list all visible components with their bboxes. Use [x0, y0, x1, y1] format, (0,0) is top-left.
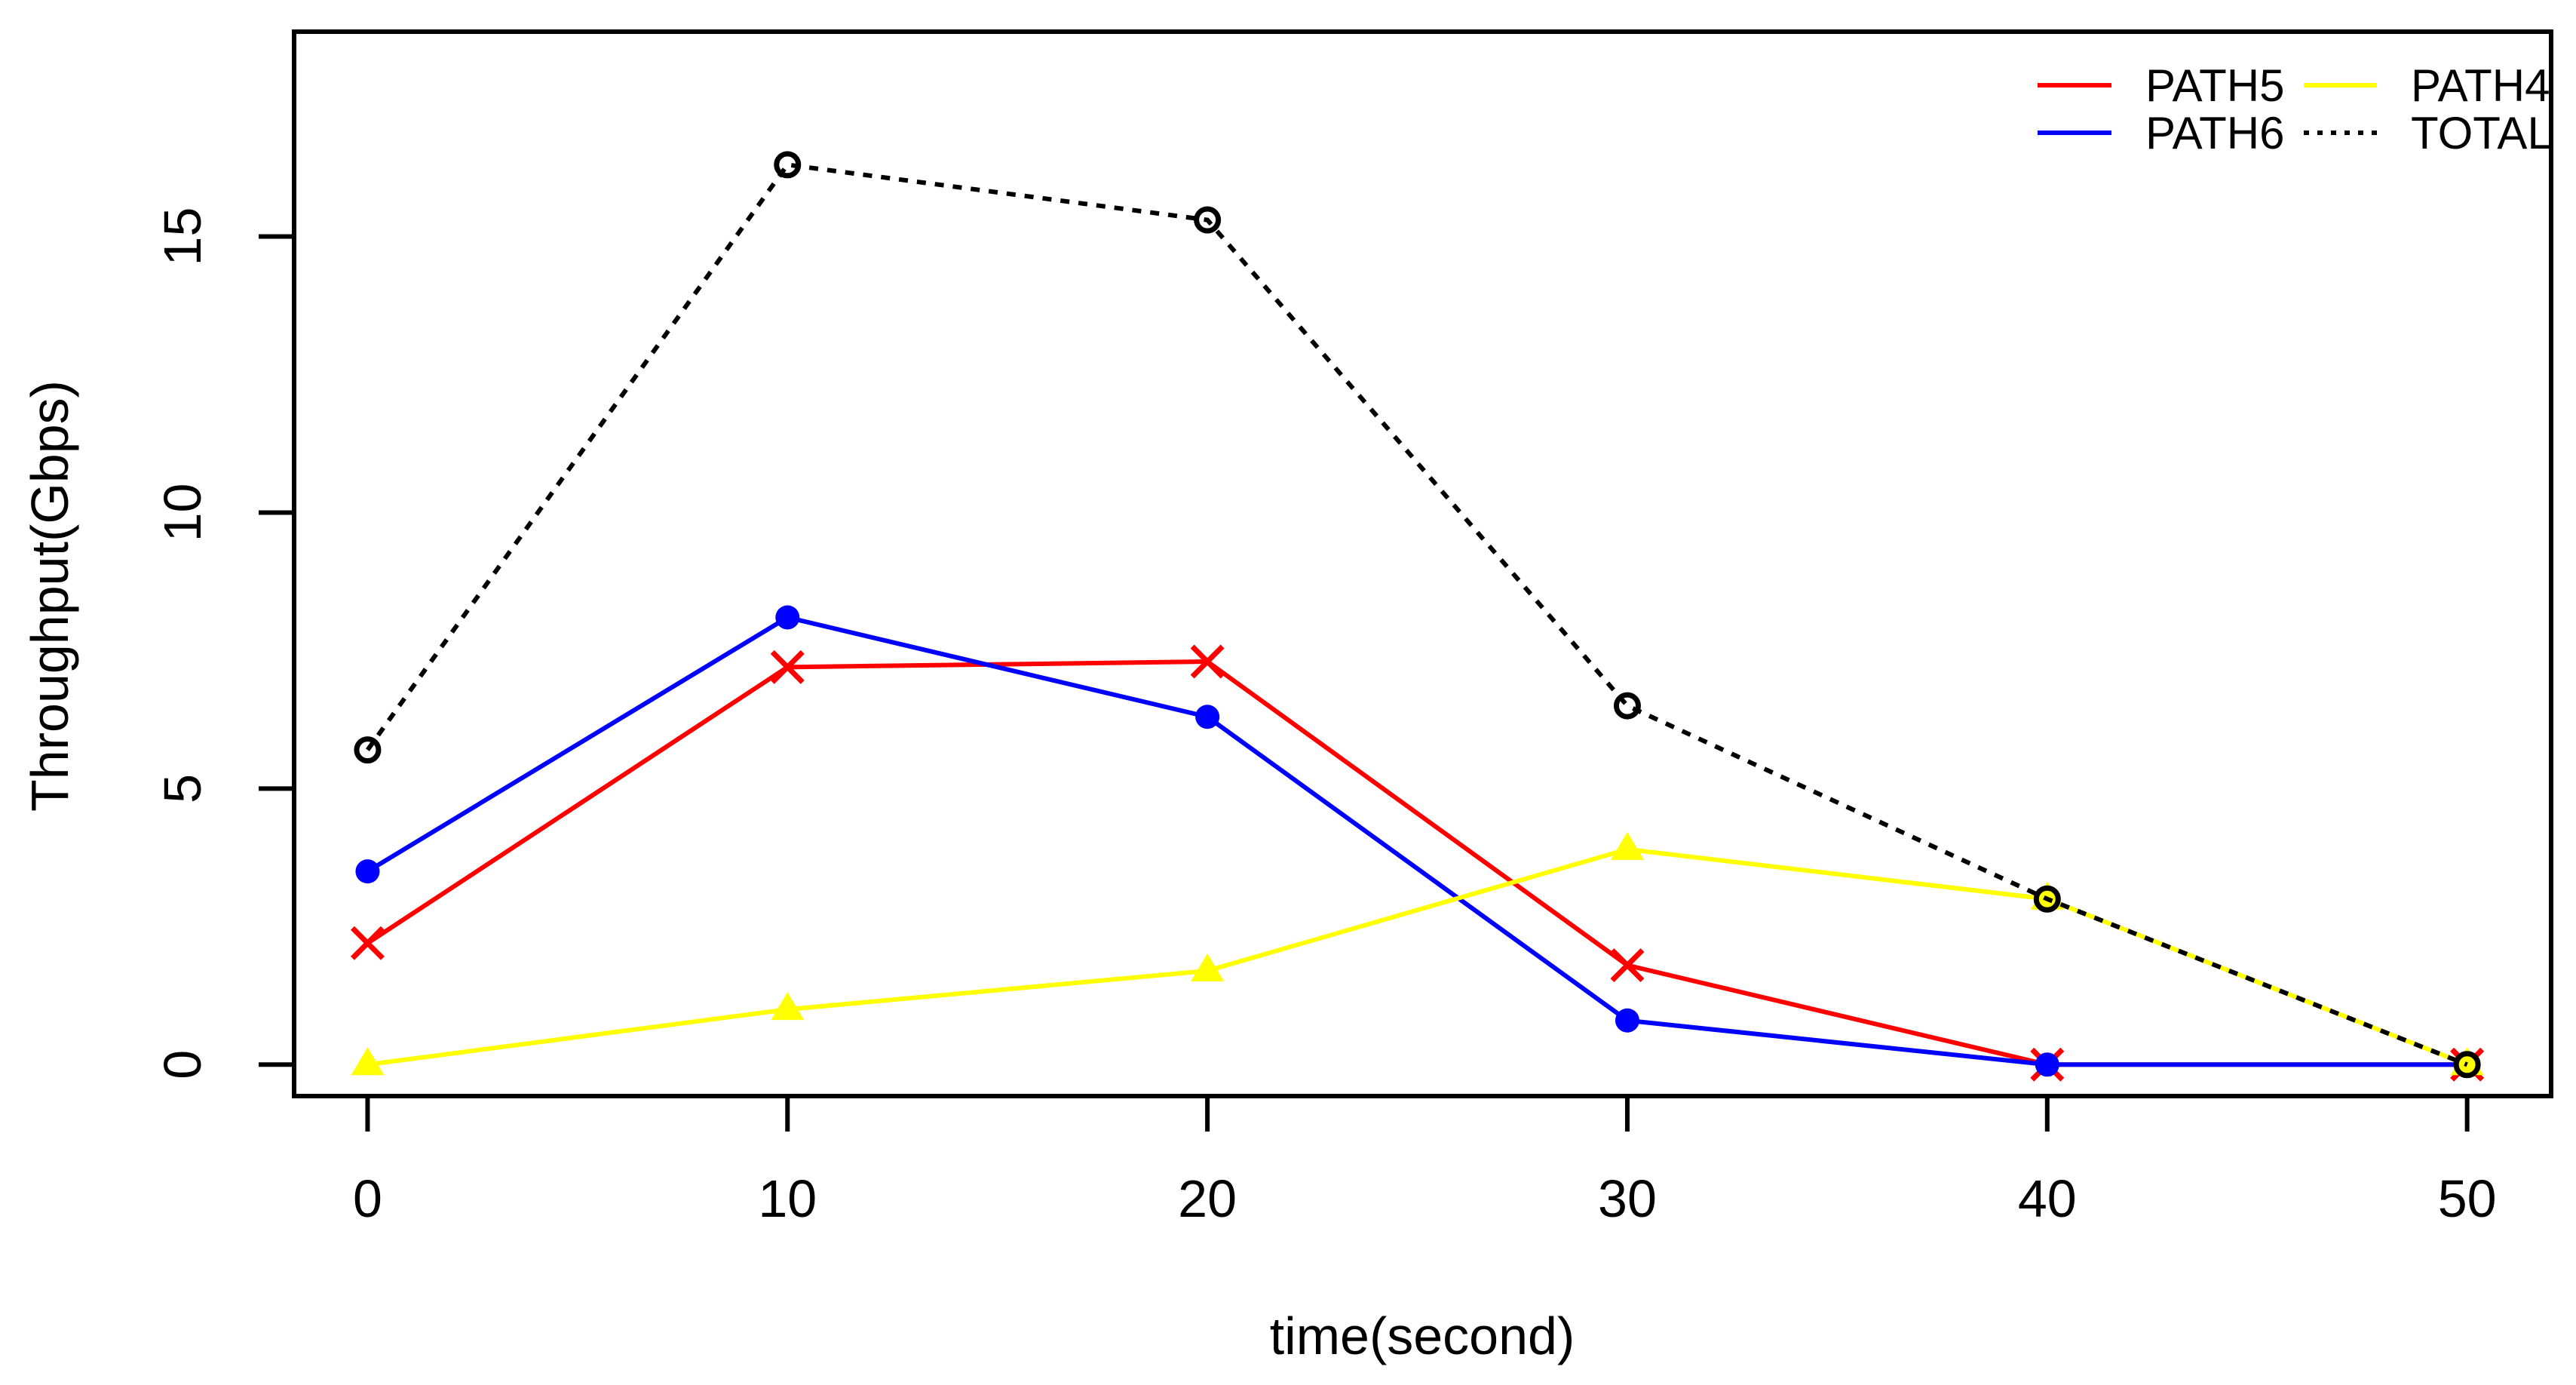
legend-label-PATH6: PATH6: [2145, 108, 2284, 158]
marker-PATH5: [1190, 644, 1225, 679]
marker-PATH6: [355, 859, 380, 884]
legend-label-PATH4: PATH4: [2411, 60, 2550, 111]
x-tick-label: 0: [353, 1169, 382, 1228]
marker-PATH6: [2035, 1052, 2059, 1077]
marker-TOTAL: [774, 151, 802, 179]
marker-TOTAL: [2453, 1051, 2481, 1079]
marker-PATH4: [1610, 831, 1644, 860]
x-tick-label: 40: [2018, 1169, 2077, 1228]
legend-label-PATH5: PATH5: [2145, 60, 2284, 111]
x-tick-label: 10: [758, 1169, 817, 1228]
series-line-PATH6: [366, 615, 2467, 1067]
legend-label-TOTAL: TOTAL: [2411, 108, 2553, 158]
y-axis-ticks: 0 5 10 15: [153, 207, 294, 1079]
marker-PATH5: [1610, 948, 1645, 983]
marker-TOTAL: [2033, 885, 2061, 913]
marker-PATH6: [775, 605, 800, 630]
marker-TOTAL: [354, 736, 382, 764]
marker-PATH4: [351, 1047, 385, 1076]
marker-TOTAL: [1613, 692, 1641, 720]
series-line-PATH4: [367, 846, 2468, 1067]
y-tick-label: 10: [153, 484, 212, 542]
x-tick-label: 20: [1178, 1169, 1237, 1228]
y-axis-title: Throughput(Gbps): [20, 380, 79, 812]
y-tick-label: 0: [153, 1050, 212, 1079]
marker-PATH6: [1615, 1008, 1639, 1033]
x-axis-ticks: 0 10 20 30 40 50: [353, 1096, 2497, 1228]
x-tick-label: 30: [1598, 1169, 1657, 1228]
y-tick-label: 5: [153, 774, 212, 803]
series-line-TOTAL: [366, 162, 2468, 1067]
data-series: [350, 151, 2485, 1082]
marker-PATH4: [1191, 953, 1225, 981]
marker-PATH4: [771, 992, 805, 1021]
x-axis-title: time(second): [1270, 1307, 1575, 1365]
series-line-PATH5: [366, 659, 2467, 1067]
x-tick-label: 50: [2438, 1169, 2497, 1228]
marker-PATH6: [1195, 705, 1220, 729]
marker-TOTAL: [1194, 206, 1222, 234]
marker-PATH5: [350, 926, 385, 960]
marker-PATH5: [770, 650, 805, 684]
y-tick-label: 15: [153, 207, 212, 266]
plot-area-frame: [292, 29, 2553, 1098]
